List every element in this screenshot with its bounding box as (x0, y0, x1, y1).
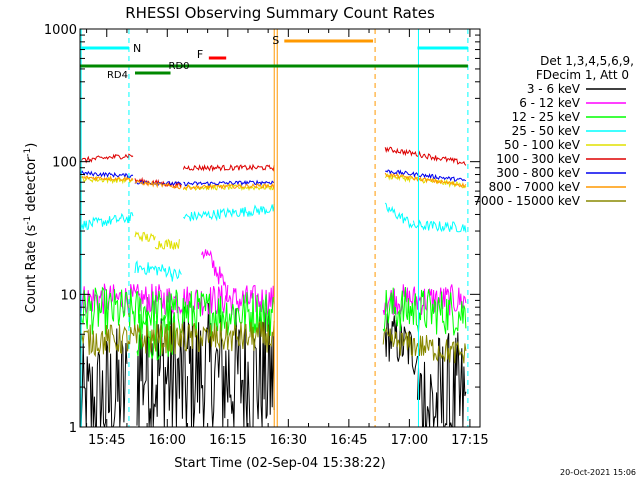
series-8 (79, 320, 467, 364)
series-0-segment-1 (136, 297, 188, 428)
rd0-label: RD0 (169, 61, 190, 72)
y-axis-label-end: ) (24, 143, 39, 148)
generated-timestamp: 20-Oct-2021 15:06 (560, 468, 636, 477)
series-2-segment-2 (382, 286, 467, 336)
chart-title: RHESSI Observing Summary Count Rates (125, 4, 435, 22)
saa-label: S (272, 34, 279, 47)
series-7-segment-3 (384, 172, 467, 188)
legend-label-2: 12 - 25 keV (512, 110, 581, 124)
series-1-segment-0 (79, 283, 275, 317)
series-4-segment-2 (154, 238, 180, 251)
series-1 (79, 249, 467, 317)
x-tick-label-5: 17:00 (391, 433, 428, 448)
y-axis-label-main: Count Rate (s (24, 225, 39, 314)
legend-label-6: 300 - 800 keV (496, 166, 580, 180)
x-tick-label-2: 16:15 (209, 433, 246, 448)
plot-area: N S RD0 RD4 F (79, 29, 469, 428)
legend-header-1: Det 1,3,4,5,6,9, (540, 54, 634, 68)
series-0-segment-2 (187, 302, 275, 428)
y-tick-label-3: 1000 (44, 23, 77, 38)
x-tick-label-1: 16:00 (149, 433, 186, 448)
legend-label-8: 7000 - 15000 keV (473, 194, 580, 208)
rd4-label: RD4 (107, 70, 128, 81)
x-tick-label-0: 15:45 (88, 433, 125, 448)
y-tick-label-0: 1 (69, 421, 77, 436)
y-tick-label-2: 100 (52, 156, 77, 171)
y-axis-label-mid: detector (24, 156, 39, 216)
series-4-segment-4 (384, 173, 467, 189)
x-tick-label-6: 17:15 (451, 433, 488, 448)
x-axis: 15:45 16:00 16:15 16:30 16:45 17:00 17:15 (86, 29, 489, 448)
series-6-segment-0 (79, 170, 134, 180)
series-3-segment-5 (412, 219, 467, 233)
y-axis: 1 10 100 1000 (44, 23, 480, 436)
series-3-segment-3 (183, 203, 275, 222)
series-8-segment-0 (79, 320, 275, 358)
series-8-segment-1 (382, 327, 467, 364)
series-7-segment-0 (79, 175, 134, 182)
series-3 (79, 202, 467, 282)
plot-frame (79, 28, 481, 428)
series-4-segment-3 (182, 182, 275, 192)
y-axis-label-sup: -1 (23, 216, 33, 225)
series-0-segment-0 (79, 328, 128, 428)
x-tick-label-3: 16:30 (270, 433, 307, 448)
legend: Det 1,3,4,5,6,9, FDecim 1, Att 0 3 - 6 k… (473, 54, 634, 208)
series-3-segment-0 (79, 212, 134, 231)
legend-header-2: FDecim 1, Att 0 (536, 68, 629, 82)
legend-label-4: 50 - 100 keV (504, 138, 581, 152)
legend-label-5: 100 - 300 keV (496, 152, 580, 166)
series-4-segment-1 (134, 231, 156, 242)
x-tick-label-4: 16:45 (330, 433, 367, 448)
x-axis-label: Start Time (02-Sep-04 15:38:22) (174, 456, 385, 471)
night-label: N (133, 42, 141, 55)
series-2 (79, 286, 467, 361)
y-axis-label-sup2: -1 (23, 148, 33, 157)
y-axis-label: Count Rate (s-1 detector-1) (23, 143, 39, 314)
series-6-segment-3 (385, 169, 467, 182)
series-5 (80, 146, 467, 189)
series-5-segment-3 (384, 146, 467, 166)
legend-label-7: 800 - 7000 keV (489, 180, 581, 194)
y-tick-label-1: 10 (60, 288, 77, 303)
legend-label-0: 3 - 6 keV (527, 82, 581, 96)
series-2-segment-0 (79, 286, 275, 337)
flare-label: F (197, 48, 203, 61)
series-3-segment-2 (170, 268, 182, 282)
series-3-segment-1 (134, 260, 172, 279)
series-1-segment-2 (382, 284, 467, 316)
series-7-segment-2 (182, 182, 275, 191)
series-1-segment-1 (201, 249, 229, 302)
legend-label-3: 25 - 50 keV (512, 124, 581, 138)
series-6-segment-2 (183, 179, 275, 187)
series-7-segment-1 (134, 179, 182, 190)
series-2-segment-1 (136, 312, 176, 361)
series-5-segment-0 (80, 153, 134, 164)
series-3-segment-4 (384, 202, 414, 229)
legend-label-1: 6 - 12 keV (519, 96, 581, 110)
series-7 (79, 172, 467, 191)
series-5-segment-2 (182, 163, 275, 173)
